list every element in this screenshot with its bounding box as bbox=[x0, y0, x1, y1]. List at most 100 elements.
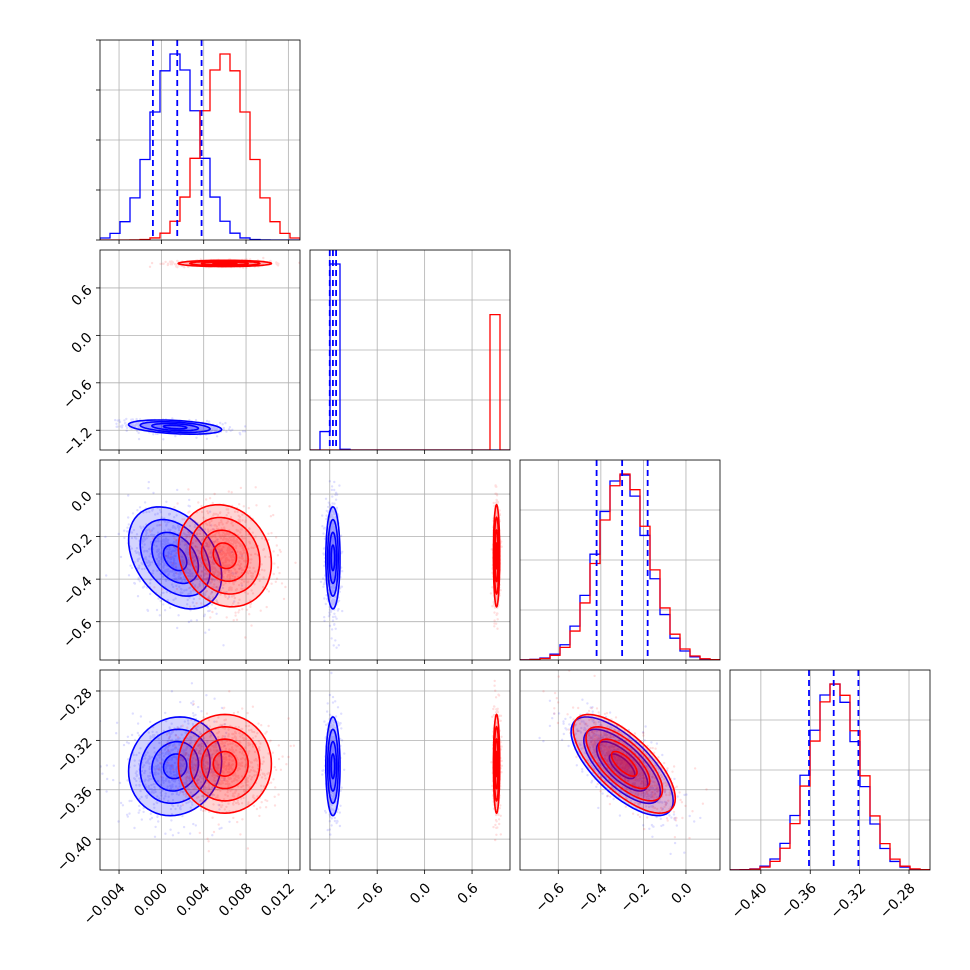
contour-line bbox=[610, 750, 638, 778]
contour-line bbox=[325, 716, 341, 817]
contour-line bbox=[139, 518, 211, 597]
panel-frame bbox=[729, 669, 931, 871]
histogram-step bbox=[730, 683, 930, 870]
panel-plot-area bbox=[310, 250, 510, 450]
panel-plot-area bbox=[520, 460, 720, 660]
x-tick-label: −0.6 bbox=[533, 880, 568, 915]
contour-line bbox=[211, 261, 239, 265]
histogram-step bbox=[730, 683, 930, 870]
contour-line bbox=[325, 505, 341, 610]
panel-frame bbox=[99, 459, 301, 661]
density-fill bbox=[611, 751, 637, 777]
panel-plot-area bbox=[730, 670, 930, 870]
panel-frame bbox=[99, 669, 301, 871]
density-fill bbox=[596, 741, 648, 791]
panel-frame bbox=[309, 249, 511, 451]
panel-1-1 bbox=[309, 249, 511, 454]
density-fill bbox=[128, 420, 222, 435]
y-tick-label: −0.6 bbox=[60, 616, 95, 651]
x-tick-label: 0.6 bbox=[455, 880, 482, 907]
density-fill bbox=[329, 532, 337, 584]
contour-line bbox=[495, 542, 499, 571]
density-fill bbox=[201, 530, 249, 582]
contour-line bbox=[177, 259, 273, 268]
density-fill bbox=[609, 754, 635, 779]
contour-line bbox=[200, 529, 249, 582]
contour-line bbox=[595, 740, 649, 792]
x-tick-label: 0.0 bbox=[407, 880, 434, 907]
density-fill bbox=[151, 741, 199, 791]
x-tick-label: −1.2 bbox=[304, 880, 339, 915]
y-tick-label: 0.6 bbox=[69, 282, 96, 309]
histogram-step bbox=[310, 263, 510, 450]
contour-line bbox=[139, 420, 211, 434]
contour-line bbox=[495, 750, 499, 779]
density-fill bbox=[163, 754, 187, 779]
panel-3-2: −0.6 −0.4 −0.2 0.0 bbox=[519, 669, 721, 916]
x-tick-label: 0.0 bbox=[669, 880, 696, 907]
contour-line bbox=[127, 419, 223, 435]
y-tick-label: −0.4 bbox=[60, 573, 95, 608]
histogram-step bbox=[520, 474, 720, 660]
y-tick-label: −1.2 bbox=[60, 425, 95, 460]
panel-0-0 bbox=[96, 39, 301, 244]
panel-plot-area bbox=[100, 460, 300, 660]
panel-plot-area bbox=[100, 250, 300, 450]
panel-2-1 bbox=[309, 459, 511, 664]
histogram-step bbox=[520, 473, 720, 660]
density-fill bbox=[201, 739, 249, 789]
y-tick-label: −0.36 bbox=[54, 784, 96, 826]
contour-line bbox=[189, 725, 261, 802]
contour-line bbox=[151, 740, 200, 792]
density-fill bbox=[586, 726, 663, 801]
contour-line bbox=[151, 531, 200, 585]
panel-frame bbox=[309, 669, 511, 871]
contour-line bbox=[151, 422, 200, 432]
contour-line bbox=[200, 738, 249, 790]
x-tick-label: 0.000 bbox=[131, 880, 171, 920]
scatter-points bbox=[149, 486, 297, 639]
contour-line bbox=[127, 716, 223, 817]
x-tick-label: 0.004 bbox=[174, 880, 214, 920]
panel-plot-area bbox=[520, 670, 720, 870]
contour-line bbox=[162, 424, 188, 430]
x-tick-label: 0.008 bbox=[216, 880, 256, 920]
x-tick-label: −0.2 bbox=[618, 880, 653, 915]
y-tick-label: −0.6 bbox=[60, 377, 95, 412]
panel-frame bbox=[519, 459, 721, 661]
panel-3-0: −0.004 0.000 0.004 0.008 0.012 −0.40 −0.36 −0.3… bbox=[54, 669, 301, 928]
panel-frame bbox=[519, 669, 721, 871]
contour-line bbox=[162, 753, 188, 780]
panel-2-0: −0.6 −0.4 −0.2 0.0 bbox=[60, 459, 301, 664]
density-fill bbox=[329, 741, 337, 791]
contour-line bbox=[188, 260, 261, 267]
contour-line bbox=[177, 713, 273, 815]
y-tick-label: −0.28 bbox=[54, 685, 96, 727]
contour-line bbox=[127, 506, 223, 610]
contour-line bbox=[328, 531, 338, 585]
panel-frame bbox=[99, 249, 301, 451]
x-tick-label: −0.6 bbox=[351, 880, 386, 915]
panel-plot-area bbox=[100, 670, 300, 870]
x-tick-label: −0.28 bbox=[877, 880, 919, 922]
density-fill bbox=[189, 726, 260, 801]
contour-line bbox=[189, 516, 261, 595]
x-tick-label: −0.40 bbox=[729, 880, 771, 922]
contour-line bbox=[492, 503, 501, 608]
panel-3-3: −0.40 −0.36 −0.32 −0.28 bbox=[729, 669, 931, 922]
y-tick-label: −0.2 bbox=[60, 531, 95, 566]
density-fill bbox=[213, 543, 237, 569]
density-fill bbox=[583, 729, 661, 804]
contour-line bbox=[328, 740, 338, 792]
panel-3-1: −1.2 −0.6 0.0 0.6 bbox=[304, 669, 511, 916]
panel-plot-area bbox=[100, 40, 300, 240]
contour-line bbox=[326, 728, 340, 805]
panel-1-0: −1.2 −0.6 0.0 0.6 bbox=[60, 249, 301, 460]
panel-plot-area bbox=[310, 460, 510, 660]
x-tick-label: −0.004 bbox=[81, 880, 129, 928]
contour-line bbox=[212, 542, 238, 570]
y-tick-label: −0.32 bbox=[54, 735, 96, 777]
density-fill bbox=[151, 532, 199, 584]
contour-line bbox=[585, 725, 664, 802]
